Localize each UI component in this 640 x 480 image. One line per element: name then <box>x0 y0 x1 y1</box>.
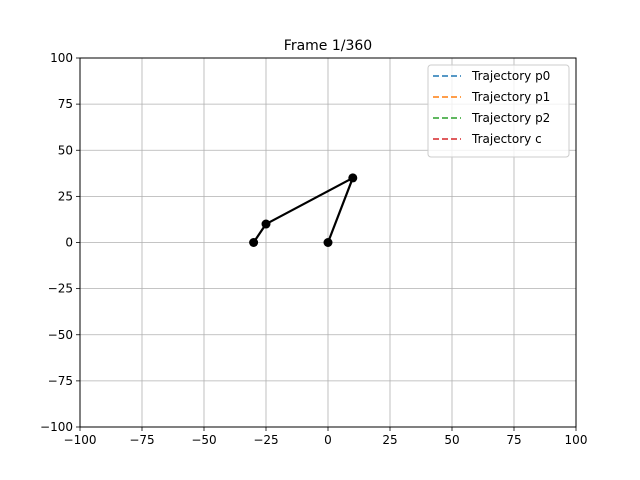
y-tick-label: 100 <box>50 51 73 65</box>
y-tick-label: 25 <box>58 189 73 203</box>
x-tick-label: 75 <box>506 433 521 447</box>
y-tick-label: 75 <box>58 97 73 111</box>
linkage-joint <box>261 219 271 229</box>
legend-label: Trajectory p0 <box>471 69 550 83</box>
legend-label: Trajectory p2 <box>471 111 550 125</box>
linkage-joint <box>249 238 259 247</box>
x-tick-label: 25 <box>382 433 397 447</box>
y-tick-label: −100 <box>40 420 73 434</box>
legend-label: Trajectory c <box>471 132 542 146</box>
y-tick-label: 0 <box>65 236 73 250</box>
x-tick-label: −75 <box>129 433 154 447</box>
legend-box <box>427 64 570 158</box>
linkage-joint <box>348 173 358 183</box>
legend: Trajectory p0 Trajectory p1 Trajectory p2 T… <box>427 64 570 158</box>
x-tick-label: −50 <box>191 433 216 447</box>
y-tick-label: −75 <box>48 374 73 388</box>
linkage-line <box>252 176 354 244</box>
x-axis: −100 −75 −50 −25 0 25 50 75 100 <box>64 427 588 447</box>
y-tick-label: −50 <box>48 328 73 342</box>
x-tick-label: −25 <box>253 433 278 447</box>
y-tick-label: −25 <box>48 282 73 296</box>
x-tick-label: −100 <box>64 433 97 447</box>
y-tick-label: 50 <box>58 143 73 157</box>
y-axis: −100 −75 −50 −25 0 25 50 75 100 <box>40 51 80 434</box>
x-tick-label: 50 <box>444 433 459 447</box>
chart-title: Frame 1/360 <box>284 38 372 54</box>
x-tick-label: 100 <box>565 433 588 447</box>
legend-label: Trajectory p1 <box>471 90 550 104</box>
linkage-joint <box>323 238 333 247</box>
linkage <box>249 173 358 247</box>
x-tick-label: 0 <box>324 433 332 447</box>
